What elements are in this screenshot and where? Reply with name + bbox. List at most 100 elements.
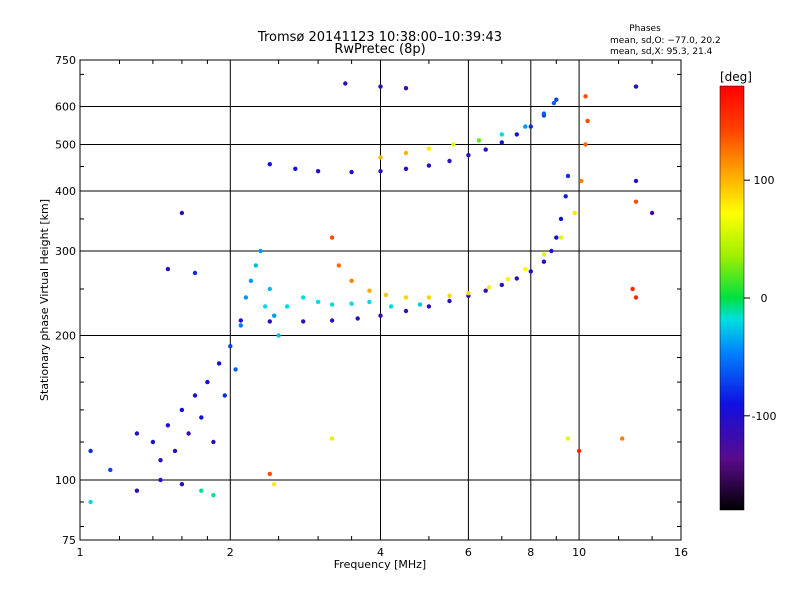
data-points bbox=[88, 81, 655, 505]
data-point bbox=[483, 288, 488, 293]
data-point bbox=[426, 304, 432, 309]
data-point bbox=[205, 379, 210, 385]
data-point bbox=[216, 361, 222, 366]
data-point bbox=[499, 282, 504, 288]
y-tick-labels: 75 100 200 300 400 500 600 750 bbox=[55, 54, 76, 547]
data-point bbox=[238, 318, 243, 323]
data-point bbox=[505, 277, 511, 282]
stats-line-x: mean, sd,X: 95.3, 21.4 bbox=[610, 47, 713, 57]
data-point bbox=[253, 263, 258, 268]
data-point bbox=[329, 318, 335, 323]
data-point bbox=[499, 132, 504, 137]
y-tick-label: 750 bbox=[55, 54, 76, 67]
data-point bbox=[199, 488, 204, 493]
data-point bbox=[476, 138, 482, 143]
data-point bbox=[554, 235, 559, 240]
data-point bbox=[272, 482, 277, 487]
y-tick-label: 400 bbox=[55, 185, 76, 198]
data-point bbox=[620, 436, 625, 441]
data-point bbox=[417, 302, 423, 307]
data-point bbox=[238, 323, 243, 328]
data-point bbox=[541, 252, 547, 257]
data-point bbox=[426, 163, 432, 168]
data-point bbox=[388, 304, 394, 309]
data-point bbox=[199, 415, 204, 420]
data-point bbox=[483, 147, 488, 152]
data-point bbox=[549, 248, 554, 254]
data-point bbox=[343, 81, 348, 86]
data-point bbox=[633, 178, 639, 184]
x-tick-label: 2 bbox=[227, 546, 234, 559]
data-point bbox=[378, 84, 383, 89]
data-point bbox=[192, 393, 198, 398]
stats-heading: Phases bbox=[629, 24, 661, 34]
data-point bbox=[565, 436, 571, 441]
data-point bbox=[243, 295, 249, 300]
data-point bbox=[134, 431, 140, 436]
data-point bbox=[447, 298, 452, 304]
data-point bbox=[315, 169, 321, 174]
data-point bbox=[329, 436, 335, 441]
data-point bbox=[186, 431, 191, 436]
grid-lines bbox=[80, 60, 681, 540]
data-point bbox=[272, 313, 277, 318]
data-point bbox=[378, 313, 383, 318]
data-point bbox=[329, 235, 335, 240]
data-point bbox=[158, 458, 163, 463]
x-tick-label: 4 bbox=[377, 546, 384, 559]
y-tick-label: 200 bbox=[55, 330, 76, 343]
data-point bbox=[451, 142, 456, 147]
data-point bbox=[211, 439, 216, 445]
data-point bbox=[233, 367, 238, 372]
data-point bbox=[523, 124, 528, 129]
data-point bbox=[630, 286, 635, 292]
data-point bbox=[576, 448, 582, 454]
data-point bbox=[554, 97, 559, 102]
data-point bbox=[165, 266, 171, 272]
data-point bbox=[541, 111, 547, 116]
data-point bbox=[403, 150, 409, 156]
data-point bbox=[633, 199, 639, 204]
x-tick-label: 16 bbox=[674, 546, 688, 559]
data-point bbox=[329, 302, 335, 307]
data-point bbox=[633, 84, 639, 89]
colorbar-label: [deg] bbox=[720, 70, 752, 84]
data-point bbox=[403, 86, 409, 91]
data-point bbox=[158, 477, 163, 483]
data-point bbox=[336, 263, 341, 268]
data-point bbox=[284, 304, 290, 309]
data-point bbox=[486, 285, 492, 290]
colorbar-tick-label: -100 bbox=[752, 410, 777, 423]
data-point bbox=[514, 132, 519, 137]
data-point bbox=[108, 467, 113, 473]
data-point bbox=[558, 235, 564, 240]
data-point bbox=[301, 295, 306, 300]
data-point bbox=[165, 423, 171, 428]
data-point bbox=[315, 299, 321, 305]
data-point bbox=[192, 270, 198, 276]
y-tick-label: 100 bbox=[55, 474, 76, 487]
data-point bbox=[528, 124, 533, 129]
data-point bbox=[514, 276, 519, 281]
data-point bbox=[179, 482, 185, 487]
data-point bbox=[367, 288, 372, 293]
x-tick-label: 6 bbox=[465, 546, 472, 559]
data-point bbox=[447, 158, 452, 164]
data-point bbox=[378, 155, 383, 160]
data-point bbox=[211, 493, 216, 498]
data-point bbox=[572, 210, 577, 216]
data-point bbox=[579, 178, 584, 184]
x-tick-labels: 1 2 4 6 8 10 16 bbox=[77, 546, 689, 559]
data-point bbox=[367, 299, 372, 305]
data-point bbox=[88, 499, 93, 505]
data-point bbox=[349, 169, 354, 175]
data-point bbox=[248, 278, 254, 283]
x-tick-label: 10 bbox=[572, 546, 586, 559]
data-point bbox=[301, 319, 306, 324]
data-point bbox=[276, 333, 281, 338]
data-point bbox=[293, 166, 298, 171]
y-tick-label: 600 bbox=[55, 101, 76, 114]
y-axis-label: Stationary phase Virtual Height [km] bbox=[38, 199, 51, 401]
data-point bbox=[383, 292, 389, 298]
